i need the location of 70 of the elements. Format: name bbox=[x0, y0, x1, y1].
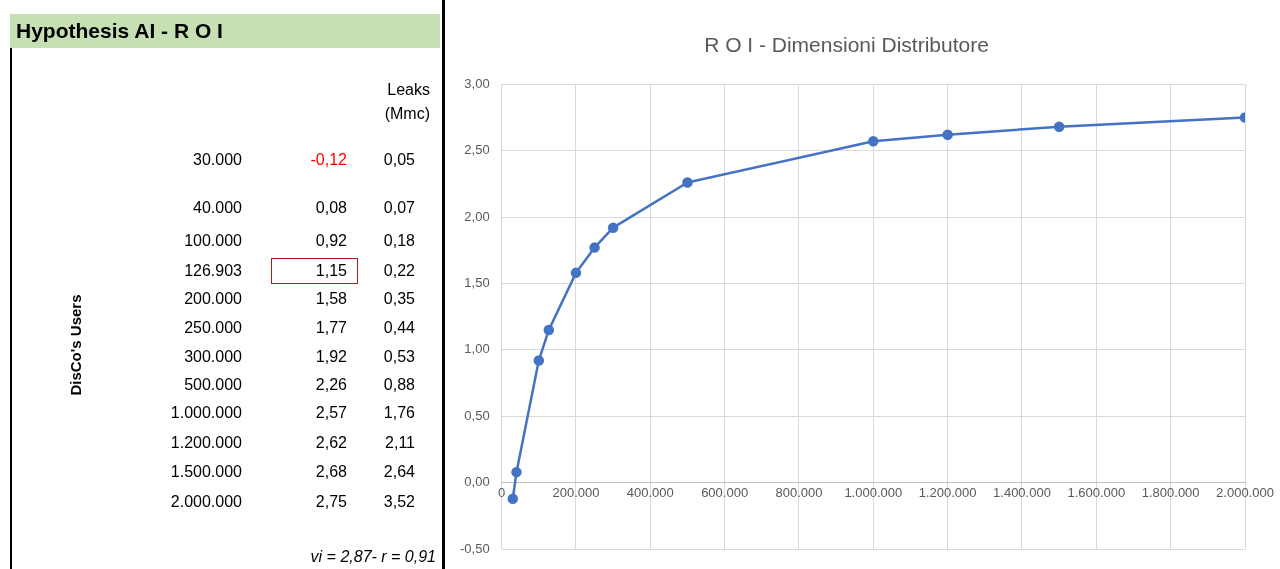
text: vi = 2,87- r = 0,91 bbox=[310, 548, 436, 566]
x-tick-label: 800.000 bbox=[775, 485, 823, 501]
point bbox=[511, 466, 522, 478]
data-label: 1,58 bbox=[315, 290, 347, 308]
y-tick-label: 1,00 bbox=[464, 341, 490, 357]
data-label: 2,57 bbox=[315, 404, 347, 422]
data-label: 1,15 bbox=[315, 262, 347, 280]
text: DisCo's Users bbox=[66, 294, 84, 396]
data-label: 0,05 bbox=[383, 151, 415, 169]
data-label: 2,64 bbox=[383, 463, 415, 481]
category-label: 1.000.000 bbox=[170, 404, 242, 422]
category-label: 30.000 bbox=[193, 151, 242, 169]
point bbox=[533, 355, 545, 366]
category-label: 100.000 bbox=[184, 232, 242, 250]
data-label: 0,92 bbox=[315, 232, 347, 250]
category-label: 126.903 bbox=[184, 262, 242, 280]
y-tick-label: 3,00 bbox=[464, 75, 490, 91]
point bbox=[607, 222, 619, 233]
y-tick-label: 2,50 bbox=[464, 142, 490, 158]
data-label: 3,52 bbox=[383, 493, 415, 511]
data-label: 2,75 bbox=[315, 493, 347, 511]
point bbox=[507, 493, 519, 504]
x-tick-label: 1.400.000 bbox=[993, 485, 1051, 501]
data-label: 0,07 bbox=[383, 199, 415, 217]
x-tick-label: 1.800.000 bbox=[1141, 485, 1200, 501]
x-tick-label: 600.000 bbox=[701, 485, 749, 501]
data-label: 0,88 bbox=[383, 376, 415, 394]
point bbox=[543, 324, 555, 336]
y-tick-label: -0,50 bbox=[459, 540, 490, 556]
legend-label: Leaks (Mmc) bbox=[383, 80, 430, 124]
y-tick-label: 0,00 bbox=[464, 474, 490, 490]
category-label: 40.000 bbox=[193, 199, 242, 217]
category-label: 500.000 bbox=[184, 376, 242, 394]
x-tick-label: 0 bbox=[498, 485, 506, 501]
data-label: 2,11 bbox=[385, 434, 415, 452]
category-label: 200.000 bbox=[184, 290, 242, 308]
data-label: 1,92 bbox=[315, 348, 347, 366]
x-tick-label: 400.000 bbox=[626, 485, 674, 501]
point bbox=[682, 177, 693, 188]
point bbox=[589, 242, 600, 253]
data-label: 2,68 bbox=[315, 463, 347, 481]
data-label: 0,22 bbox=[383, 262, 415, 280]
y-tick-label: 2,00 bbox=[464, 208, 490, 224]
data-label: 0,08 bbox=[315, 199, 347, 217]
x-tick-label: 2.000.000 bbox=[1216, 485, 1274, 501]
data-label: 2,26 bbox=[315, 376, 347, 394]
data-label: 0,35 bbox=[383, 290, 415, 308]
category-label: 300.000 bbox=[184, 348, 242, 366]
data-label: 0,53 bbox=[383, 348, 415, 366]
chart-title: R O I - Dimensioni Distributore bbox=[704, 33, 989, 57]
y-tick-label: 0,50 bbox=[464, 407, 490, 423]
category-label: 250.000 bbox=[184, 319, 242, 337]
point bbox=[868, 136, 879, 147]
data-label: 0,44 bbox=[383, 319, 415, 337]
data-label: 2,62 bbox=[315, 434, 347, 452]
x-tick-label: 1.600.000 bbox=[1067, 485, 1126, 501]
point bbox=[942, 129, 953, 140]
data-label: 1,76 bbox=[383, 404, 415, 422]
x-tick-label: 1.200.000 bbox=[918, 485, 977, 501]
category-label: 1.200.000 bbox=[170, 434, 242, 452]
point bbox=[1053, 121, 1065, 132]
data-label: 1,77 bbox=[315, 319, 347, 337]
x-tick-label: 1.000.000 bbox=[844, 485, 903, 501]
y-tick-label: 1,50 bbox=[464, 275, 490, 291]
data-label: -0,12 bbox=[310, 151, 347, 169]
data-label: 0,18 bbox=[383, 232, 415, 250]
x-tick-label: 200.000 bbox=[552, 485, 600, 501]
category-label: 1.500.000 bbox=[170, 463, 242, 481]
text: Hypothesis AI - R O I bbox=[10, 14, 440, 48]
point bbox=[570, 267, 582, 279]
